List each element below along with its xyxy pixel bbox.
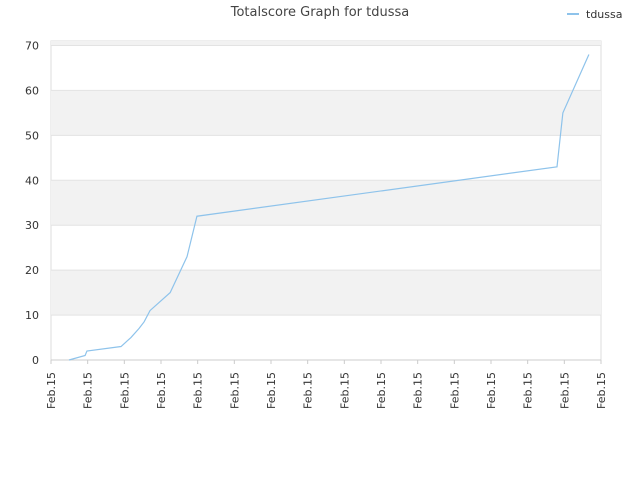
- x-tick-label: Feb.15: [82, 372, 95, 409]
- x-tick-label: Feb.15: [265, 372, 278, 409]
- y-tick-label: 20: [25, 264, 39, 277]
- x-tick-label: Feb.15: [412, 372, 425, 409]
- y-tick-label: 10: [25, 309, 39, 322]
- y-tick-label: 40: [25, 174, 39, 187]
- y-tick-label: 0: [32, 354, 39, 367]
- grid-band: [51, 41, 601, 46]
- x-tick-label: Feb.15: [448, 372, 461, 409]
- x-tick-label: Feb.15: [558, 372, 571, 409]
- y-tick-label: 60: [25, 84, 39, 97]
- chart-title: Totalscore Graph for tdussa: [230, 5, 410, 20]
- x-tick-label: Feb.15: [302, 372, 315, 409]
- grid-band: [51, 180, 601, 226]
- x-tick-label: Feb.15: [228, 372, 241, 409]
- x-tick-label: Feb.15: [522, 372, 535, 409]
- x-tick-label: Feb.15: [45, 372, 58, 409]
- x-tick-label: Feb.15: [192, 372, 205, 409]
- x-tick-label: Feb.15: [595, 372, 608, 409]
- grid-band: [51, 90, 601, 136]
- x-tick-label: Feb.15: [338, 372, 351, 409]
- legend-label: tdussa: [586, 8, 622, 21]
- y-tick-label: 50: [25, 129, 39, 142]
- grid-band: [51, 270, 601, 316]
- x-tick-label: Feb.15: [118, 372, 131, 409]
- x-tick-label: Feb.15: [375, 372, 388, 409]
- x-tick-label: Feb.15: [485, 372, 498, 409]
- y-tick-label: 30: [25, 219, 39, 232]
- y-tick-label: 70: [25, 39, 39, 52]
- line-series: [68, 54, 590, 361]
- x-tick-label: Feb.15: [155, 372, 168, 409]
